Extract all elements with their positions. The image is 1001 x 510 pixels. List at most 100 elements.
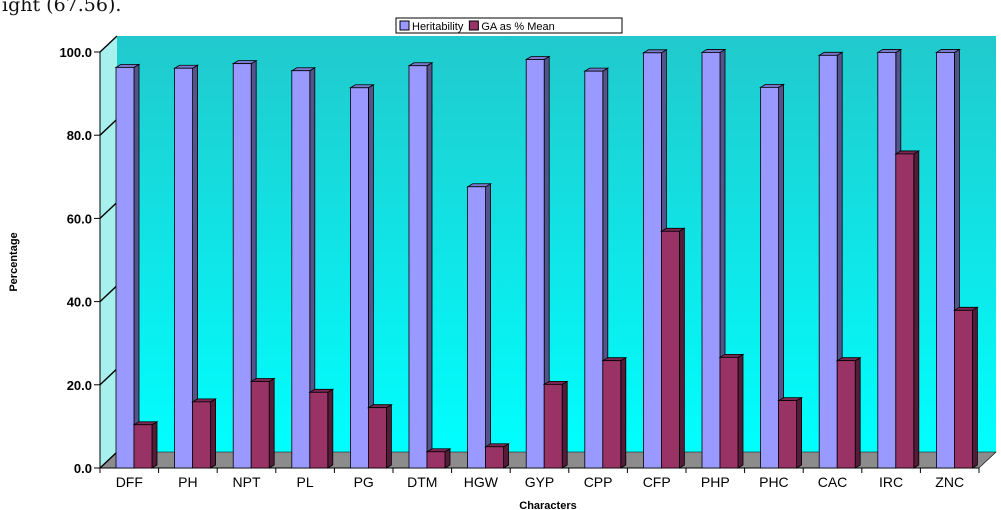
bar-front-face (818, 54, 838, 469)
y-depth-tick (99, 451, 118, 469)
bar-front-face (525, 59, 545, 469)
bar-front-face (467, 186, 487, 469)
bar-front-face (778, 400, 797, 469)
x-tick-label: NPT (233, 474, 261, 490)
x-tick-label: PG (354, 474, 374, 490)
y-tick-label: 60.0 (67, 211, 92, 226)
x-tick-label: PH (178, 474, 197, 490)
x-tick-label: CAC (818, 474, 848, 490)
bar-side-face (385, 403, 392, 469)
bar-heritability-gyp (524, 55, 551, 469)
legend-label-0: Heritability (412, 21, 464, 33)
bar-front-face (643, 52, 662, 469)
bar-heritability-dtm (407, 62, 434, 469)
x-tick-label: IRC (879, 474, 903, 490)
y-depth-tick (99, 35, 118, 53)
x-tick-label: PL (297, 474, 314, 490)
bar-front-face (661, 230, 680, 469)
bar-front-face (408, 65, 428, 469)
y-tick-label: 40.0 (67, 295, 92, 310)
legend-box (395, 17, 623, 34)
y-depth-tick (99, 285, 118, 303)
y-axis-title: Percentage (8, 232, 20, 291)
bar-front-face (232, 63, 252, 469)
bar-side-face (561, 380, 568, 469)
x-tick-label: CPP (584, 474, 613, 490)
bar-front-face (115, 66, 135, 469)
x-tick-label: HGW (464, 474, 499, 490)
bar-side-face (679, 227, 685, 469)
bar-ga-mean-gyp (542, 380, 569, 469)
bar-ga-mean-php (718, 353, 745, 469)
bar-side-face (268, 377, 275, 469)
bar-ga-mean-dtm (425, 448, 452, 469)
x-tick-label: ZNC (935, 474, 964, 490)
bar-side-face (796, 396, 802, 469)
bar-front-face (192, 401, 212, 469)
y-depth-tick (99, 118, 118, 136)
bar-front-face (485, 446, 505, 469)
y-depth-tick (99, 201, 118, 219)
y-tick-label: 80.0 (67, 128, 92, 143)
bar-front-face (309, 391, 329, 469)
bar-ga-mean-cac (835, 356, 862, 469)
bar-side-face (151, 421, 158, 469)
bar-front-face (367, 407, 387, 469)
y-depth-tick (99, 368, 118, 386)
bar-heritability-dff (114, 63, 141, 469)
bar-front-face (877, 52, 897, 469)
bar-side-face (133, 63, 140, 469)
bar-ga-mean-hgw (484, 443, 511, 469)
bar-ga-mean-npt (249, 377, 276, 469)
chart-side-wall (100, 36, 117, 468)
legend-label-1: GA as % Mean (481, 21, 554, 33)
y-tick-label: 100.0 (59, 45, 92, 60)
bar-ga-mean-pg (366, 403, 393, 469)
legend-swatch-0 (399, 20, 410, 31)
x-tick-label: DFF (116, 474, 143, 490)
bar-heritability-pg (348, 84, 375, 469)
bar-front-face (291, 70, 311, 469)
bar-ga-mean-phc (777, 396, 804, 469)
bar-side-face (485, 183, 492, 469)
bar-front-face (133, 424, 153, 469)
bar-front-face (426, 451, 446, 469)
bar-side-face (210, 398, 217, 469)
x-tick-label: PHC (759, 474, 789, 490)
bar-side-face (503, 443, 510, 469)
x-tick-label: PHP (701, 474, 730, 490)
bar-side-face (737, 353, 744, 469)
bar-ga-mean-irc (894, 150, 921, 469)
bar-front-face (543, 383, 563, 469)
y-tick-label: 0.0 (74, 461, 92, 476)
x-axis-title: Characters (519, 500, 576, 510)
x-tick-label: GYP (525, 474, 555, 490)
bar-front-face (584, 70, 604, 469)
bar-side-face (327, 388, 334, 469)
y-tick-label: 20.0 (67, 378, 92, 393)
bar-ga-mean-cfp (659, 227, 686, 469)
bar-ga-mean-ph (191, 398, 218, 469)
bar-front-face (174, 67, 194, 469)
bar-side-face (972, 306, 978, 469)
bar-ga-mean-znc (952, 306, 979, 469)
bar-front-face (760, 86, 779, 469)
bar-side-face (913, 150, 920, 469)
bar-front-face (836, 360, 856, 469)
bar-ga-mean-pl (308, 388, 335, 469)
bar-ga-mean-dff (132, 421, 159, 469)
bar-side-face (620, 356, 627, 469)
bar-side-face (426, 62, 433, 469)
bar-side-face (854, 356, 861, 469)
x-tick-label: DTM (407, 474, 437, 490)
bar-front-face (250, 381, 270, 469)
bar-front-face (602, 360, 622, 469)
bar-front-face (701, 52, 721, 469)
bar-heritability-hgw (466, 183, 493, 469)
bar-heritability-npt (231, 59, 258, 469)
bar-front-face (349, 87, 369, 469)
page-text-fragment: ight (67.56). (2, 0, 122, 16)
legend-swatch-1 (468, 20, 479, 31)
bar-front-face (954, 309, 973, 469)
